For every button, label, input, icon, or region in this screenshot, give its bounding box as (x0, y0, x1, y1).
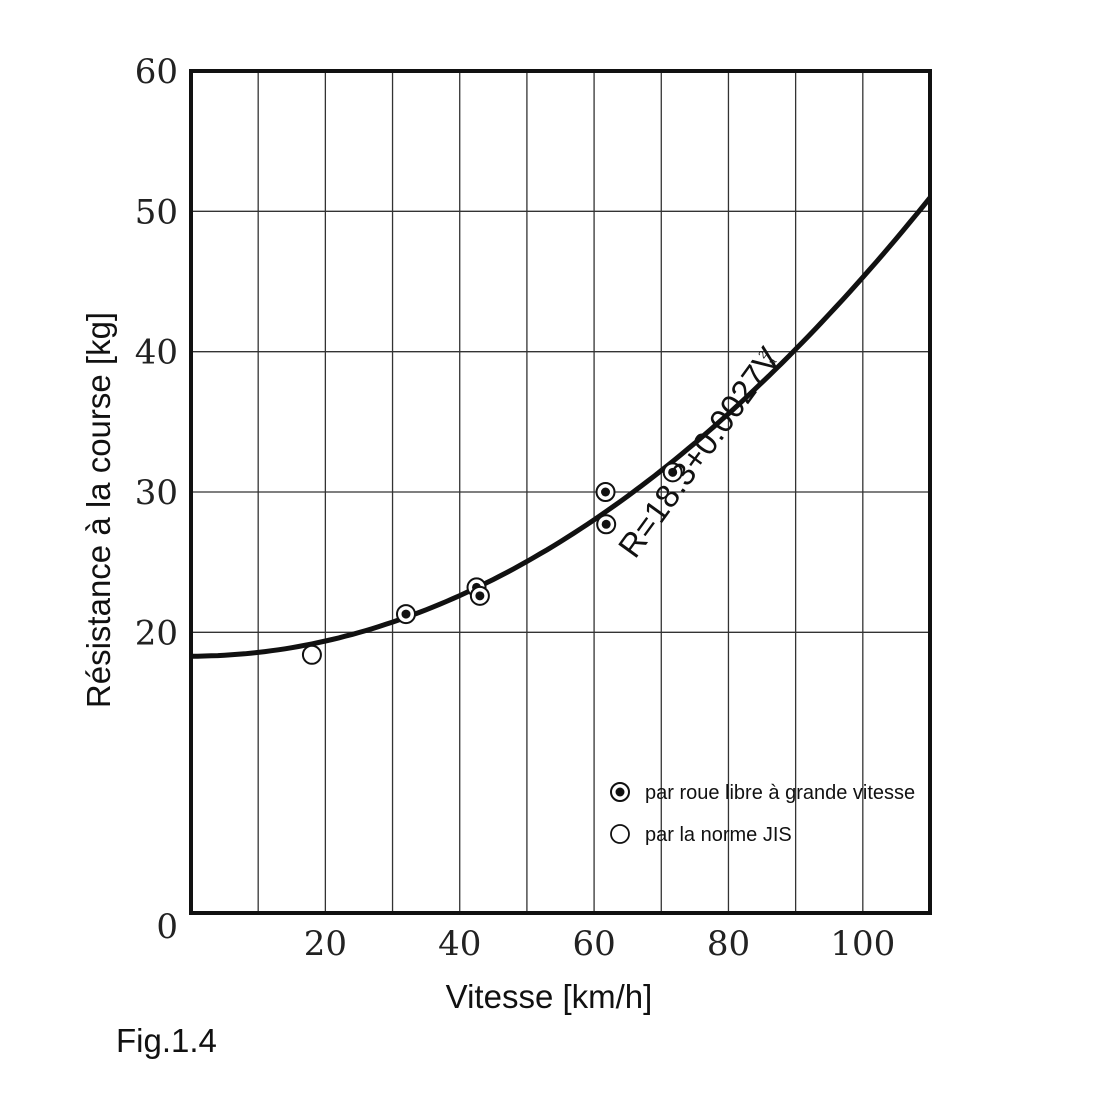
data-point-s1-0 (301, 644, 322, 665)
x-tick-label-60: 60 (572, 924, 615, 964)
data-point-s0-3 (595, 482, 616, 502)
y-tick-label-50: 50 (135, 192, 178, 232)
y-tick-label-40: 40 (135, 333, 178, 373)
y-tick-label-20: 20 (135, 613, 178, 653)
equation-main: R=18.3+0.0027V (611, 340, 788, 564)
legend-marker-jis (610, 824, 630, 844)
plot-frame (189, 69, 932, 915)
y-axis-title: Résistance à la course [kg] (80, 312, 117, 708)
data-point-s0-2 (469, 585, 490, 606)
fit-curve (191, 196, 932, 659)
y-tick-label-30: 30 (135, 473, 178, 513)
data-point-s0-5 (662, 462, 683, 483)
legend: par roue libre à grande vitesse par la n… (610, 782, 915, 846)
legend-marker-free-wheel (610, 782, 630, 802)
x-axis-title: Vitesse [km/h] (446, 978, 653, 1015)
legend-label-free-wheel: par roue libre à grande vitesse (645, 782, 915, 804)
curve-equation-label: R=18.3+0.0027V 2 a (611, 340, 788, 564)
tick-labels: 20 40 60 80 100 0 20 30 40 50 60 (135, 52, 896, 964)
x-tick-label-40: 40 (438, 924, 481, 964)
x-tick-label-100: 100 (830, 924, 895, 964)
x-tick-label-20: 20 (304, 924, 347, 964)
y-tick-label-0: 0 (156, 907, 178, 947)
data-point-s0-4 (596, 514, 617, 535)
legend-label-jis: par la norme JIS (645, 824, 792, 846)
x-tick-label-80: 80 (707, 924, 750, 964)
figure-label: Fig.1.4 (116, 1022, 217, 1059)
data-point-s0-0 (395, 604, 416, 625)
y-tick-label-60: 60 (135, 52, 178, 92)
grid-lines (191, 71, 930, 913)
data-points (301, 462, 683, 665)
